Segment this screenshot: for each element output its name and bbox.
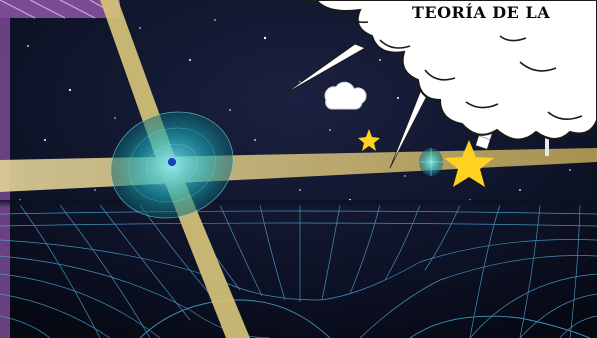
small-cloud-icon bbox=[324, 81, 367, 110]
big-star-icon bbox=[444, 140, 494, 187]
small-pulsar-icon bbox=[419, 148, 443, 176]
pulsar-icon bbox=[110, 111, 234, 219]
antenna-marker bbox=[545, 138, 549, 156]
horizon-fade bbox=[0, 200, 597, 230]
cloud-title: TEORÍA DE LA bbox=[412, 3, 551, 22]
speech-cloud-icon bbox=[299, 0, 597, 141]
star-icon bbox=[358, 129, 380, 151]
